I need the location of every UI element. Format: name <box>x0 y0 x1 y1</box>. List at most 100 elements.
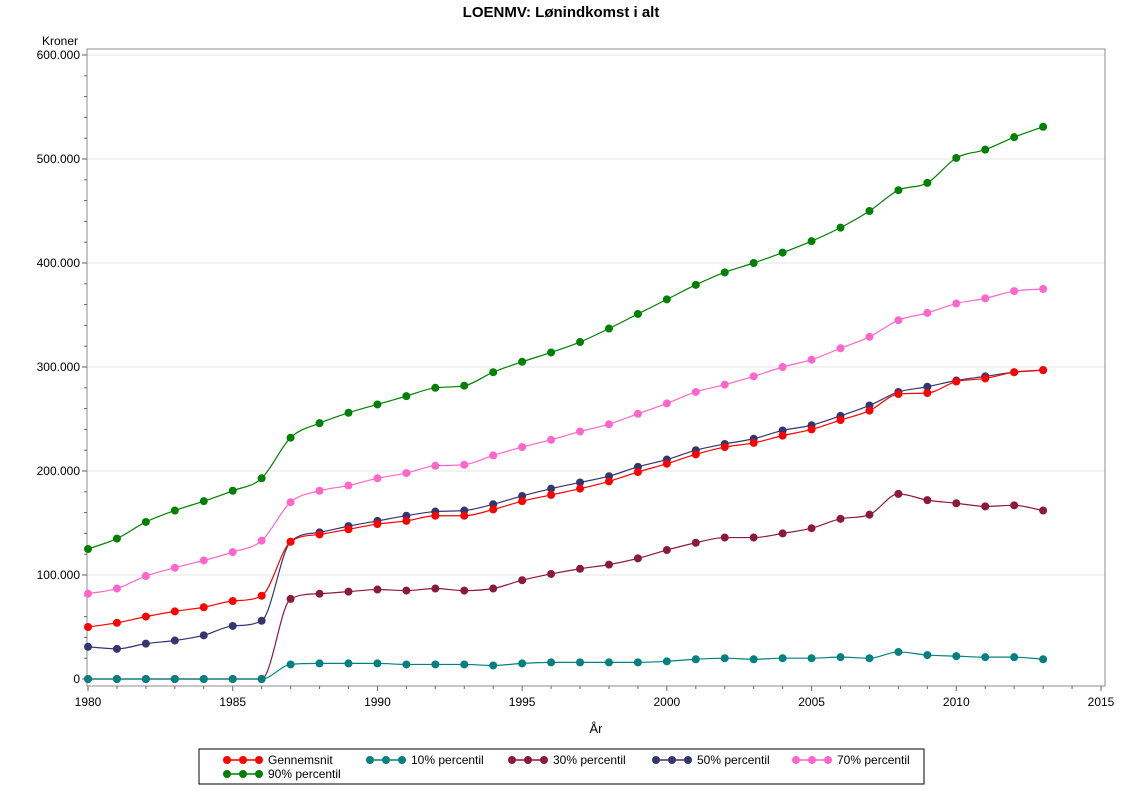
data-point <box>489 368 498 377</box>
data-point <box>691 450 700 459</box>
series-line <box>87 369 1044 628</box>
legend-marker <box>382 756 390 764</box>
data-point <box>749 372 758 381</box>
data-point <box>112 584 121 593</box>
series-layer <box>84 122 1048 683</box>
data-point <box>749 533 758 542</box>
data-point <box>1039 506 1048 515</box>
data-point <box>315 659 324 668</box>
data-point <box>373 585 382 594</box>
data-point <box>778 248 787 257</box>
data-point <box>373 659 382 668</box>
data-point <box>257 474 266 483</box>
y-tick-label: 100.000 <box>37 568 81 582</box>
data-point <box>981 653 990 662</box>
data-point <box>576 564 585 573</box>
data-point <box>662 546 671 555</box>
chart-title: LOENMV: Lønindkomst i alt <box>463 4 660 21</box>
x-tick-label: 2000 <box>654 695 681 709</box>
legend-marker <box>223 770 231 778</box>
data-point <box>778 363 787 371</box>
data-point <box>460 381 469 390</box>
data-point <box>199 497 208 506</box>
legend-marker <box>792 756 800 764</box>
data-point <box>402 469 411 478</box>
data-point <box>489 661 498 670</box>
data-point <box>1010 368 1019 377</box>
data-point <box>344 587 353 596</box>
data-point <box>1010 133 1019 142</box>
data-point <box>431 584 440 593</box>
data-point <box>315 530 324 539</box>
data-point <box>112 618 121 627</box>
data-point <box>836 344 845 353</box>
data-point <box>749 655 758 664</box>
data-point <box>923 382 932 391</box>
data-point <box>257 536 266 545</box>
data-point <box>518 659 527 668</box>
legend-label: 90% percentil <box>268 767 341 781</box>
data-point <box>1039 655 1048 664</box>
data-point <box>460 511 469 520</box>
legend-marker <box>239 756 247 764</box>
data-point <box>518 357 527 366</box>
legend-label: 30% percentil <box>553 753 626 767</box>
data-point <box>402 392 411 401</box>
data-point <box>662 295 671 304</box>
data-point <box>865 207 874 215</box>
data-point <box>778 431 787 440</box>
legend-item: 10% percentil <box>366 753 484 767</box>
data-point <box>344 481 353 490</box>
data-point <box>981 374 990 383</box>
legend-marker <box>540 756 548 764</box>
data-point <box>1039 366 1048 375</box>
data-point <box>923 178 932 187</box>
x-tick-label: 1990 <box>364 695 391 709</box>
data-point <box>865 654 874 663</box>
legend-marker <box>508 756 516 764</box>
data-point <box>807 237 816 246</box>
x-axis-title: År <box>590 721 604 736</box>
data-point <box>460 460 469 469</box>
series-line <box>88 651 1044 680</box>
data-point <box>315 486 324 495</box>
data-point <box>633 554 642 563</box>
data-point <box>286 660 295 669</box>
data-point <box>720 380 729 389</box>
data-point <box>604 658 613 667</box>
y-tick-label: 500.000 <box>37 152 81 166</box>
legend-marker <box>398 756 406 764</box>
x-axis: 1980 1985 1990 1995 2000 2005 2010 2015 <box>75 686 1115 709</box>
data-point <box>460 660 469 669</box>
data-point <box>1010 653 1019 662</box>
data-point <box>720 268 729 277</box>
series-10-percentil <box>84 647 1048 683</box>
data-point <box>836 653 845 662</box>
data-point <box>807 524 816 533</box>
data-point <box>547 348 556 357</box>
legend-item: 50% percentil <box>652 753 770 767</box>
data-point <box>141 675 150 683</box>
data-point <box>952 377 961 386</box>
data-point <box>778 529 787 538</box>
legend-item: Gennemsnit <box>223 753 333 767</box>
x-tick-label: 2015 <box>1088 695 1115 709</box>
data-point <box>402 516 411 525</box>
data-point <box>286 537 295 546</box>
data-point <box>547 484 556 493</box>
data-point <box>576 478 585 487</box>
data-point <box>604 560 613 569</box>
data-point <box>604 420 613 429</box>
data-point <box>402 660 411 669</box>
data-point <box>604 477 613 486</box>
legend-label: Gennemsnit <box>268 753 333 767</box>
data-point <box>170 506 179 515</box>
series-line <box>87 126 1044 550</box>
series-30-percentil <box>84 489 1048 683</box>
data-point <box>518 497 527 506</box>
data-point <box>807 654 816 663</box>
data-point <box>807 355 816 364</box>
legend-marker <box>652 756 660 764</box>
data-point <box>344 408 353 417</box>
x-tick-label: 1995 <box>509 695 536 709</box>
